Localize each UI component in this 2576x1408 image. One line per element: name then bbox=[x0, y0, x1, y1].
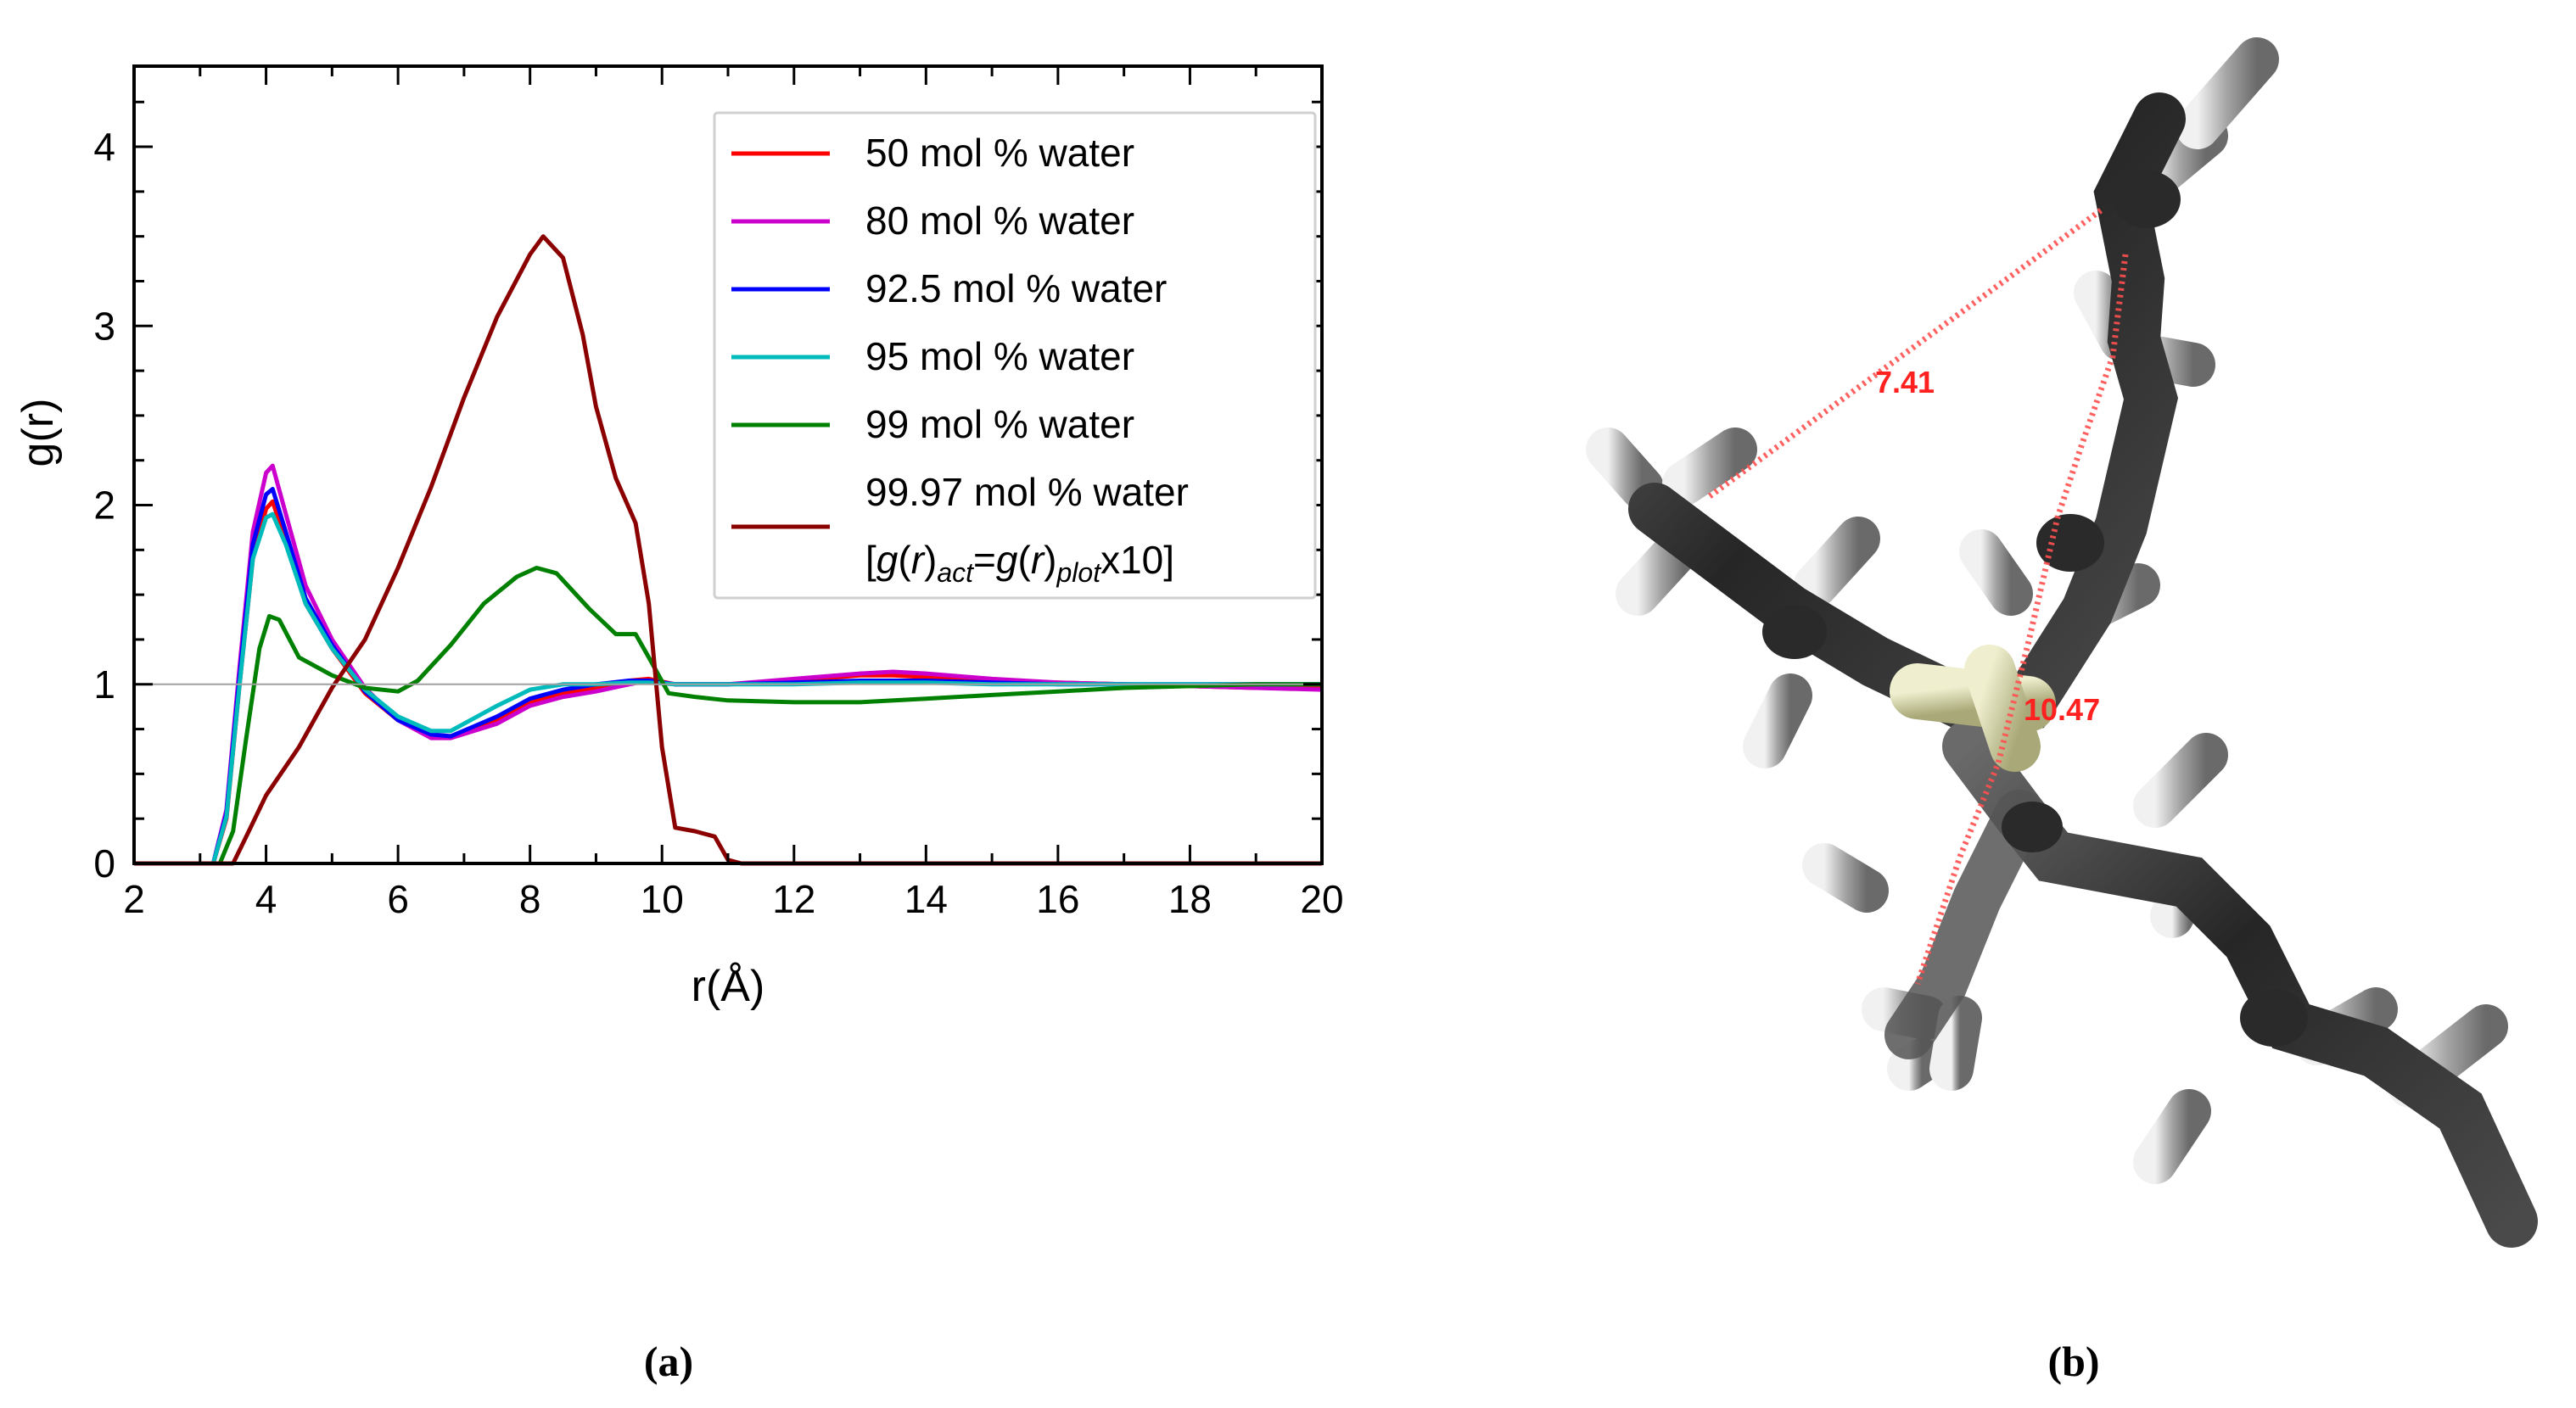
y-tick-label: 1 bbox=[93, 662, 115, 707]
carbon-backbone bbox=[1628, 92, 2538, 1248]
panel-b-label: (b) bbox=[2047, 1338, 2099, 1385]
hydrogen-stubs bbox=[1586, 37, 2508, 1184]
x-tick-label: 8 bbox=[519, 877, 541, 921]
x-tick-label: 2 bbox=[123, 877, 145, 921]
panel-b-molecule: 7.41 10.47 (b) bbox=[1586, 37, 2538, 1385]
legend-entry-95: 95 mol % water bbox=[731, 334, 1134, 378]
legend-entry-80: 80 mol % water bbox=[731, 198, 1134, 243]
x-tick-label: 20 bbox=[1300, 877, 1343, 921]
plot-lines bbox=[134, 234, 1323, 866]
distance-label-7-41: 7.41 bbox=[1875, 365, 1935, 399]
legend-label-92-5: 92.5 mol % water bbox=[865, 266, 1167, 310]
y-axis-label: g(r) bbox=[14, 399, 63, 467]
y-tick-label: 3 bbox=[93, 304, 115, 348]
series-line-4 bbox=[134, 566, 1322, 866]
x-tick-label: 14 bbox=[904, 877, 948, 921]
x-tick-label: 10 bbox=[641, 877, 684, 921]
x-axis-label: r(Å) bbox=[692, 962, 765, 1011]
y-tick-label: 2 bbox=[93, 483, 115, 528]
legend-entry-99: 99 mol % water bbox=[731, 402, 1134, 446]
x-tick-label: 4 bbox=[255, 877, 277, 921]
x-tick-label: 12 bbox=[772, 877, 815, 921]
series-line-1 bbox=[134, 463, 1323, 866]
panel-a-label: (a) bbox=[644, 1338, 693, 1385]
legend-label-80: 80 mol % water bbox=[865, 198, 1134, 243]
legend-entry-92-5: 92.5 mol % water bbox=[731, 266, 1167, 310]
legend-label-95: 95 mol % water bbox=[865, 334, 1134, 378]
legend-label-99-97-note: [g(r)act=g(r)plotx10] bbox=[865, 538, 1174, 588]
x-tick-label: 16 bbox=[1036, 877, 1079, 921]
y-tick-label: 0 bbox=[93, 841, 115, 886]
distance-lines bbox=[1707, 205, 2129, 986]
plot-frame bbox=[132, 64, 1324, 865]
legend-box bbox=[713, 111, 1317, 600]
heteroatom bbox=[1890, 645, 2056, 772]
legend-entry-99-97: 99.97 mol % water [g(r)act=g(r)plotx10] bbox=[731, 470, 1189, 588]
legend: 50 mol % water 80 mol % water 92.5 mol %… bbox=[713, 111, 1317, 600]
legend-label-99-97: 99.97 mol % water bbox=[865, 470, 1189, 514]
x-tick-label: 6 bbox=[387, 877, 409, 921]
legend-label-50: 50 mol % water bbox=[865, 131, 1134, 175]
distance-label-10-47: 10.47 bbox=[2024, 692, 2100, 727]
x-tick-label: 18 bbox=[1168, 877, 1212, 921]
legend-label-99: 99 mol % water bbox=[865, 402, 1134, 446]
y-tick-label: 4 bbox=[93, 125, 115, 169]
legend-entry-50: 50 mol % water bbox=[731, 131, 1134, 175]
